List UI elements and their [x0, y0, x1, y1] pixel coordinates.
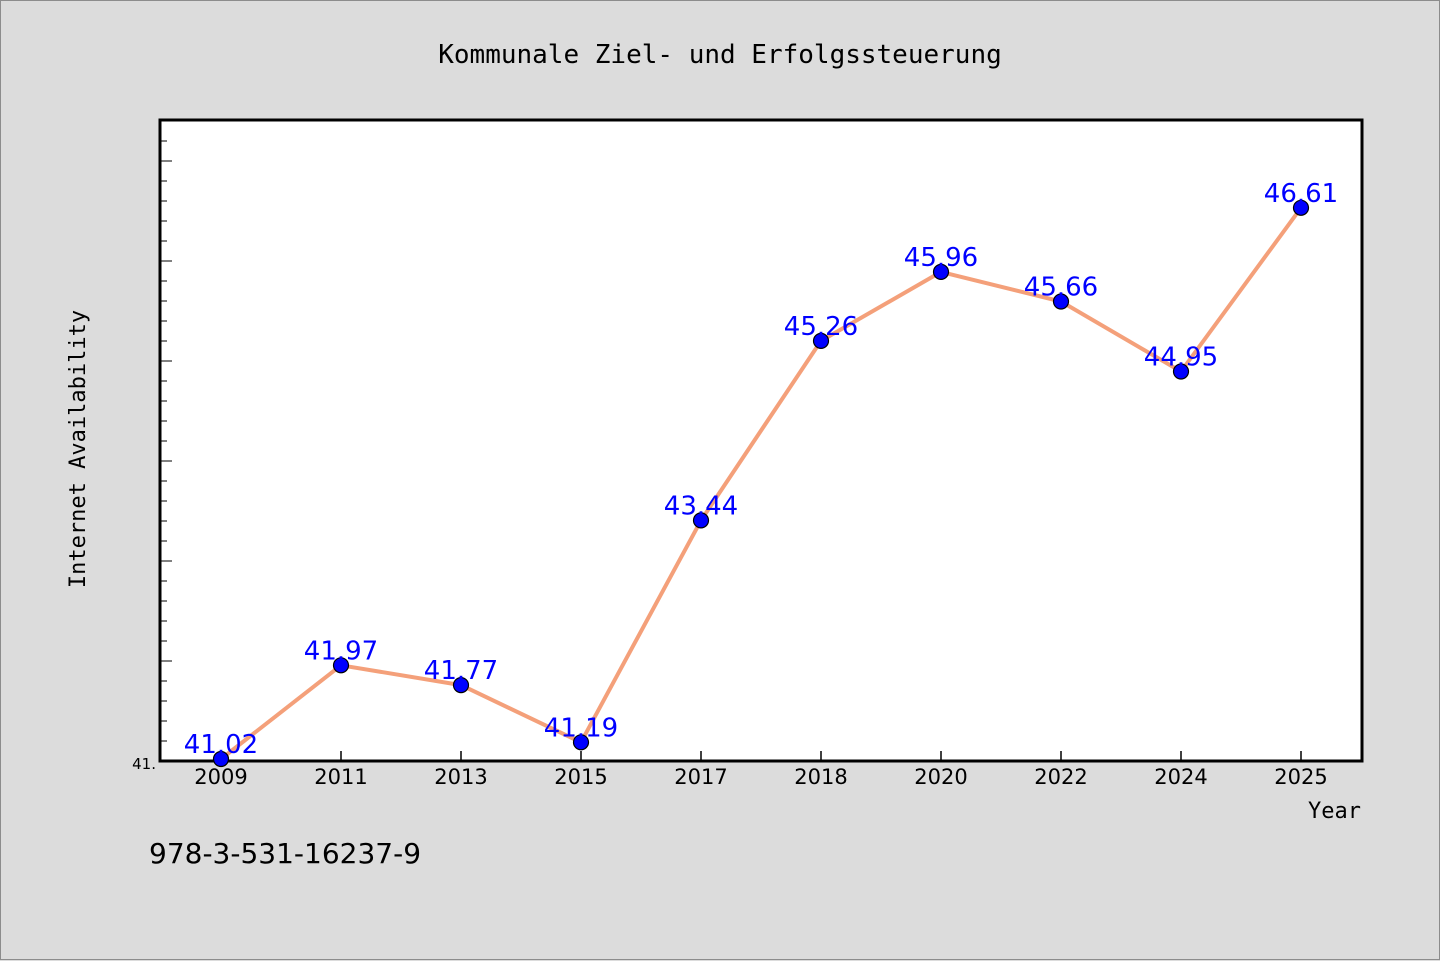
y-tick-label: 41. [132, 755, 156, 773]
data-point [932, 263, 950, 280]
series-points-group [212, 199, 1310, 768]
data-point [1052, 293, 1070, 310]
data-label: 45.66 [1024, 273, 1098, 303]
x-tick-label: 2025 [1274, 765, 1327, 789]
data-label: 45.26 [784, 312, 858, 342]
data-label: 43.44 [664, 491, 738, 521]
x-tick-label: 2011 [314, 765, 367, 789]
data-label: 44.95 [1144, 343, 1218, 373]
x-tick-label: 2020 [914, 765, 967, 789]
x-axis-tick-labels: 2009 2011 2013 2015 2017 2018 2020 2022 2024 2025 [194, 765, 1327, 789]
data-point [572, 734, 590, 751]
data-point [452, 676, 470, 694]
x-tick-label: 2013 [434, 765, 487, 789]
plot-area [158, 118, 1364, 763]
data-point [1292, 199, 1310, 216]
data-label: 46.61 [1264, 179, 1338, 209]
x-tick-label: 2015 [554, 765, 607, 789]
x-tick-label: 2024 [1154, 765, 1207, 789]
y-axis-label: Internet Availability [66, 310, 91, 588]
data-point [332, 657, 350, 674]
data-label: 45.96 [904, 243, 978, 273]
x-tick-label: 2009 [194, 765, 247, 789]
x-tick-label: 2022 [1034, 765, 1087, 789]
y-axis-ticks [160, 120, 172, 762]
data-label: 41.02 [184, 730, 258, 760]
data-point [692, 512, 710, 529]
x-tick-label: 2017 [674, 765, 727, 789]
x-axis-label: Year [1308, 799, 1361, 824]
data-labels-group: 41.02 41.97 41.77 41.19 43.44 45.26 45.96 45.66… [184, 179, 1338, 760]
footer-text: 978-3-531-16237-9 [149, 837, 421, 870]
data-label: 41.19 [544, 713, 618, 743]
series-line-group [219, 206, 1303, 761]
data-point [212, 750, 230, 768]
data-label: 41.97 [304, 636, 378, 666]
data-point [812, 332, 830, 349]
chart-title: Kommunale Ziel- und Erfolgssteuerung [438, 40, 1002, 70]
data-label: 41.77 [424, 656, 498, 686]
data-point [1172, 363, 1190, 380]
x-tick-label: 2018 [794, 765, 847, 789]
series-line [219, 206, 1303, 761]
